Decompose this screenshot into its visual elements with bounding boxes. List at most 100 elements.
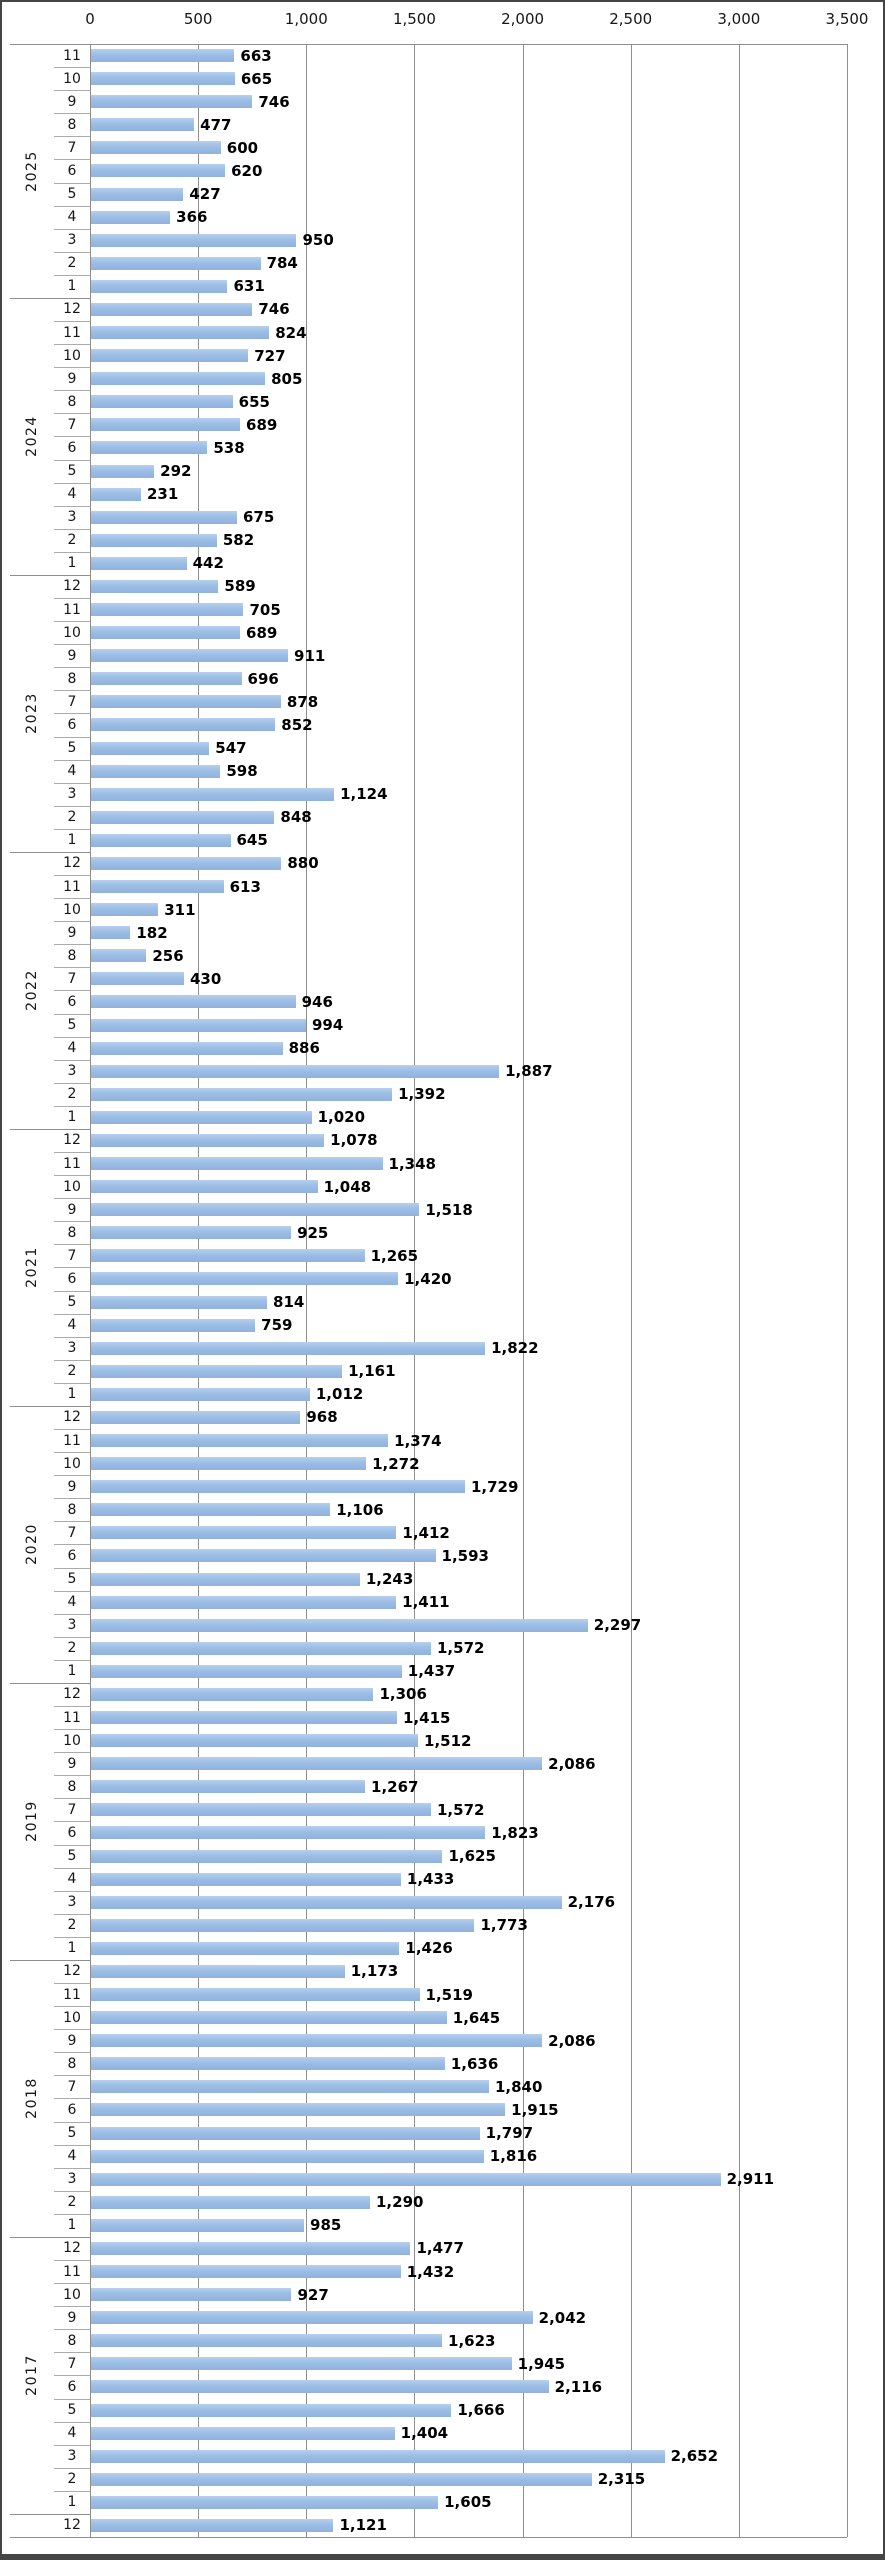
month-separator bbox=[54, 459, 90, 461]
bar bbox=[91, 2265, 401, 2279]
month-label: 9 bbox=[67, 647, 77, 664]
month-separator bbox=[54, 2029, 90, 2031]
value-label: 1,823 bbox=[491, 1823, 539, 1842]
bar bbox=[91, 49, 235, 63]
value-label: 1,945 bbox=[517, 2354, 566, 2373]
month-separator bbox=[54, 621, 90, 623]
bar bbox=[91, 2334, 443, 2348]
bar bbox=[91, 1641, 431, 1655]
month-label: 12 bbox=[63, 1963, 81, 1980]
month-separator bbox=[54, 2467, 90, 2469]
value-label: 1,420 bbox=[404, 1269, 452, 1288]
bar bbox=[91, 810, 275, 824]
month-label: 3 bbox=[67, 509, 77, 526]
value-label: 1,666 bbox=[457, 2401, 505, 2420]
bar bbox=[91, 1341, 486, 1355]
month-separator bbox=[54, 182, 90, 184]
month-label: 5 bbox=[67, 1848, 77, 1865]
month-label: 3 bbox=[67, 786, 77, 803]
value-label: 1,572 bbox=[437, 1800, 485, 1819]
month-label: 12 bbox=[63, 1686, 81, 1703]
month-separator bbox=[54, 1336, 90, 1338]
plot-bottom-border bbox=[10, 2537, 847, 2538]
plot-top-border bbox=[10, 44, 847, 45]
month-separator bbox=[54, 482, 90, 484]
month-label: 4 bbox=[67, 1317, 77, 1334]
year-separator bbox=[10, 2236, 90, 2238]
month-label: 1 bbox=[67, 278, 77, 295]
month-separator bbox=[54, 759, 90, 761]
value-label: 927 bbox=[297, 2285, 329, 2304]
value-label: 880 bbox=[287, 854, 319, 873]
value-label: 1,412 bbox=[402, 1523, 450, 1542]
month-separator bbox=[54, 1613, 90, 1615]
bar bbox=[91, 926, 131, 940]
month-separator bbox=[54, 1636, 90, 1638]
value-label: 2,116 bbox=[554, 2377, 603, 2396]
value-label: 1,426 bbox=[405, 1939, 453, 1958]
month-separator bbox=[54, 2421, 90, 2423]
month-label: 7 bbox=[67, 2078, 77, 2095]
value-label: 1,605 bbox=[444, 2493, 492, 2512]
value-label: 1,572 bbox=[437, 1639, 485, 1658]
bar bbox=[91, 2195, 370, 2209]
month-separator bbox=[54, 390, 90, 392]
month-label: 5 bbox=[67, 463, 77, 480]
gridline bbox=[306, 44, 308, 2537]
year-separator bbox=[10, 1682, 90, 1684]
bar bbox=[91, 1988, 420, 2002]
value-label: 746 bbox=[258, 300, 290, 319]
month-separator bbox=[54, 644, 90, 646]
month-separator bbox=[54, 713, 90, 715]
value-label: 2,911 bbox=[726, 2170, 775, 2189]
value-label: 620 bbox=[231, 161, 263, 180]
value-label: 946 bbox=[301, 992, 333, 1011]
month-separator bbox=[54, 1567, 90, 1569]
month-label: 12 bbox=[63, 2517, 81, 2534]
year-label: 2024 bbox=[24, 415, 40, 458]
month-separator bbox=[54, 967, 90, 969]
month-separator bbox=[54, 2190, 90, 2192]
value-label: 814 bbox=[273, 1293, 305, 1312]
bar bbox=[91, 1318, 256, 1332]
bar bbox=[91, 626, 241, 640]
bar bbox=[91, 2149, 484, 2163]
bar bbox=[91, 1941, 400, 1955]
month-label: 3 bbox=[67, 232, 77, 249]
month-label: 11 bbox=[63, 1986, 81, 2003]
value-label: 1,012 bbox=[315, 1385, 364, 1404]
value-label: 925 bbox=[297, 1223, 329, 1242]
value-label: 696 bbox=[247, 669, 279, 688]
month-label: 10 bbox=[63, 1178, 81, 1195]
year-separator bbox=[10, 1405, 90, 1407]
month-label: 9 bbox=[67, 93, 77, 110]
bar bbox=[91, 1157, 383, 1171]
month-label: 4 bbox=[67, 1871, 77, 1888]
month-separator bbox=[54, 1198, 90, 1200]
month-separator bbox=[54, 1936, 90, 1938]
month-label: 7 bbox=[67, 693, 77, 710]
year-label: 2022 bbox=[24, 969, 40, 1012]
month-separator bbox=[54, 274, 90, 276]
value-label: 1,173 bbox=[350, 1962, 399, 1981]
gridline bbox=[847, 44, 848, 2537]
year-separator bbox=[10, 2513, 90, 2515]
month-separator bbox=[54, 1452, 90, 1454]
month-separator bbox=[54, 505, 90, 507]
bar bbox=[91, 326, 270, 340]
gridline bbox=[738, 44, 740, 2537]
month-separator bbox=[54, 1752, 90, 1754]
bar bbox=[91, 603, 244, 617]
bar bbox=[91, 1249, 365, 1263]
year-label: 2018 bbox=[24, 2077, 40, 2120]
value-label: 655 bbox=[238, 392, 270, 411]
month-separator bbox=[54, 2444, 90, 2446]
bar bbox=[91, 1041, 283, 1055]
bar bbox=[91, 118, 195, 132]
month-separator bbox=[54, 344, 90, 346]
month-label: 11 bbox=[63, 878, 81, 895]
month-label: 10 bbox=[63, 1455, 81, 1472]
month-separator bbox=[54, 1913, 90, 1915]
bar bbox=[91, 1849, 443, 1863]
value-label: 613 bbox=[229, 877, 261, 896]
